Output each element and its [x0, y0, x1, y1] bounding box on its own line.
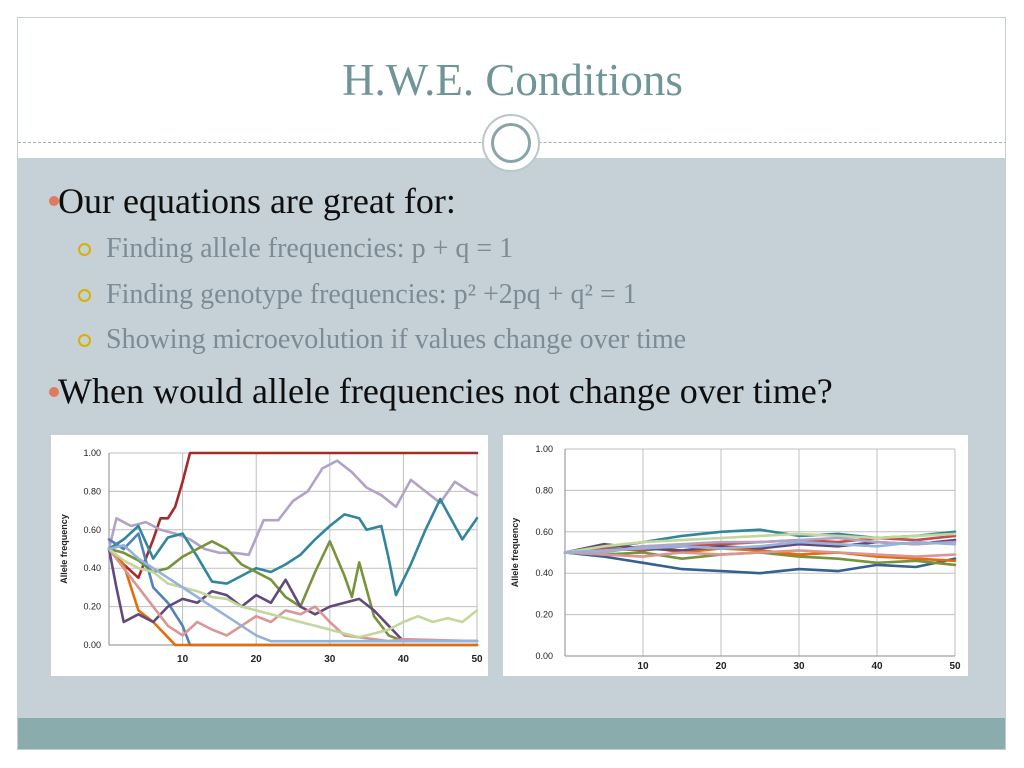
x-tick-label: 50	[471, 654, 483, 665]
bullet-dot-icon	[49, 196, 59, 206]
y-tick-label: 0.80	[83, 486, 101, 496]
y-tick-label: 0.60	[83, 525, 101, 535]
sub-bullet-text: Showing microevolution if values change …	[106, 324, 687, 355]
y-tick-label: 0.00	[83, 640, 101, 650]
sub-bullet-circle-icon	[78, 334, 91, 347]
series-line	[107, 547, 479, 647]
y-tick-label: 1.00	[83, 448, 101, 458]
y-tick-label: 0.20	[83, 602, 101, 612]
divider-circle-icon	[482, 114, 540, 172]
allele-frequency-chart-left: 0.00 0.20 0.40 0.60 0.80 1.00 10 20 30 40 50 Allele…	[59, 448, 483, 665]
series-line	[107, 451, 479, 580]
x-tick-label: 40	[398, 654, 410, 665]
sub-bullet-text: Finding allele frequencies: p + q = 1	[106, 233, 514, 264]
sub-bullet-text: Finding genotype frequencies: p² +2pq + …	[106, 279, 637, 310]
series-line	[107, 543, 479, 643]
y-axis-title: Allele frequency	[59, 514, 69, 584]
x-tick-label: 20	[715, 661, 727, 672]
x-tick-label: 10	[177, 654, 189, 665]
y-axis-title: Allele frequency	[510, 518, 520, 588]
y-tick-label: 1.00	[535, 444, 553, 454]
slide-title: H.W.E. Conditions	[342, 55, 683, 105]
chart-small-population: 0.00 0.20 0.40 0.60 0.80 1.00 10 20 30 40 50 Allele…	[51, 435, 488, 676]
series-line	[563, 551, 957, 575]
y-tick-label: 0.40	[535, 568, 553, 578]
y-tick-label: 0.60	[535, 527, 553, 537]
series-line	[107, 547, 479, 643]
y-tick-label: 0.80	[535, 485, 553, 495]
sub-bullet-circle-icon	[78, 289, 91, 302]
y-tick-label: 0.00	[535, 651, 553, 661]
allele-frequency-chart-right: 0.00 0.20 0.40 0.60 0.80 1.00 10 20 30 40 50 Allele…	[510, 444, 961, 672]
sub-bullet-circle-icon	[78, 243, 91, 256]
x-tick-label: 50	[949, 661, 961, 672]
y-tick-label: 0.40	[83, 563, 101, 573]
x-tick-label: 30	[793, 661, 805, 672]
series-line	[107, 547, 479, 643]
bullet-dot-icon	[49, 387, 59, 397]
footer-bar	[18, 718, 1005, 749]
series-line	[107, 532, 479, 647]
series-line	[107, 459, 479, 557]
series-line	[107, 547, 479, 639]
series-line	[107, 497, 479, 597]
bullet-text: Our equations are great for:	[58, 181, 456, 221]
series-line	[563, 540, 957, 554]
y-tick-label: 0.20	[535, 610, 553, 620]
series-line	[107, 540, 479, 643]
x-tick-label: 10	[637, 661, 649, 672]
series-line	[563, 549, 957, 558]
bullet-text: When would allele frequencies not change…	[58, 371, 833, 411]
x-tick-label: 40	[871, 661, 883, 672]
x-tick-label: 30	[324, 654, 336, 665]
series-line	[563, 532, 957, 554]
chart-large-population: 0.00 0.20 0.40 0.60 0.80 1.00 10 20 30 40 50 Allele…	[503, 435, 968, 676]
x-tick-label: 20	[251, 654, 263, 665]
